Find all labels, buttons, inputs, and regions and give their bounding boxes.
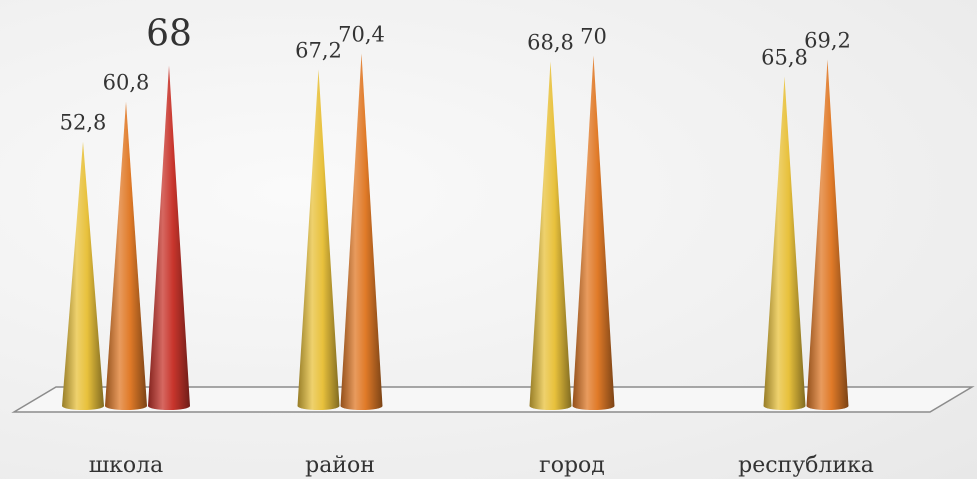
cone-bar <box>148 65 190 410</box>
data-label: 60,8 <box>103 71 150 95</box>
data-label: 70 <box>580 25 607 49</box>
cone-bar <box>297 69 340 410</box>
data-label: 69,2 <box>804 29 851 53</box>
category-label: район <box>305 453 375 478</box>
data-label: 68,8 <box>527 31 574 55</box>
cone-bar <box>763 76 806 410</box>
data-label: 70,4 <box>338 23 385 47</box>
cone-bar <box>105 101 147 410</box>
category-label: республика <box>738 453 874 478</box>
data-label: 68 <box>146 14 192 55</box>
data-label: 65,8 <box>761 46 808 70</box>
cone-bar <box>340 53 383 410</box>
cone-bar <box>62 141 104 410</box>
chart-floor <box>11 386 975 413</box>
cone-bar <box>529 61 572 410</box>
category-label: школа <box>89 453 164 478</box>
data-label: 52,8 <box>60 111 107 135</box>
category-label: город <box>539 453 605 478</box>
data-label: 67,2 <box>295 39 342 63</box>
cone-bar <box>572 55 615 410</box>
cone-bar <box>806 59 849 410</box>
